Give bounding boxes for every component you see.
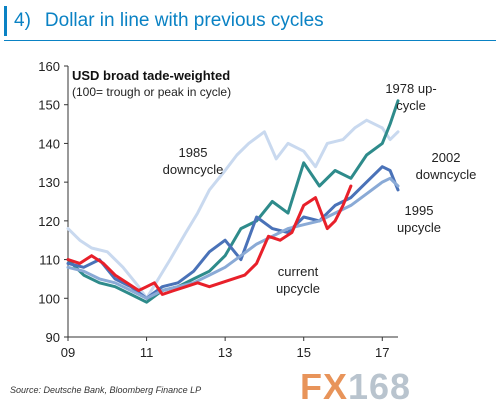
chart-subtitle: (100= trough or peak in cycle) <box>72 85 231 99</box>
series-line-1978-up-cycle <box>66 99 400 304</box>
watermark-168: 168 <box>348 366 412 407</box>
y-tick-label: 150 <box>38 98 60 113</box>
header-accent-bar <box>4 6 7 36</box>
watermark-fx: FX <box>300 366 349 407</box>
series-line-1995-upcycle <box>66 176 400 300</box>
x-tick-label: 15 <box>296 345 310 360</box>
y-tick-label: 90 <box>46 330 60 345</box>
chart-labels: USD broad tade-weighted (100= trough or p… <box>72 68 476 296</box>
x-tick-label: 17 <box>375 345 389 360</box>
label-1978-upcycle: 1978 up-cycle <box>385 81 436 113</box>
y-tick-label: 140 <box>38 136 60 151</box>
label-1985-downcycle: 1985 downcycle <box>163 145 224 177</box>
x-tick-label: 09 <box>61 345 75 360</box>
x-tick-label: 11 <box>140 345 154 360</box>
y-tick-label: 120 <box>38 214 60 229</box>
label-1995-upcycle: 1995 upcycle <box>397 203 441 235</box>
source-note: Source: Deutsche Bank, Bloomberg Finance… <box>10 385 202 395</box>
figure-title: 4) Dollar in line with previous cycles <box>14 10 324 32</box>
figure-number: 4) <box>14 10 31 31</box>
y-tick-label: 110 <box>39 253 60 268</box>
series-line-2002-downcycle <box>66 165 400 300</box>
label-2002-downcycle: 2002 downcycle <box>416 150 477 182</box>
x-tick-label: 13 <box>218 345 232 360</box>
chart-series <box>66 99 400 304</box>
y-tick-label: 130 <box>38 175 60 190</box>
label-current-upcycle: current upcycle <box>276 264 320 296</box>
y-tick-label: 100 <box>38 291 60 306</box>
header-rule <box>4 40 496 41</box>
series-line-current-upcycle <box>66 184 353 296</box>
y-tick-label: 160 <box>38 59 60 74</box>
fx168-watermark: FX168 <box>300 366 411 408</box>
chart-title: USD broad tade-weighted <box>72 68 230 83</box>
figure-header: 4) Dollar in line with previous cycles <box>0 0 500 41</box>
chart-axes: 90 100 110 120 130 140 150 160 09 11 13 15 17 <box>38 59 398 360</box>
series-line-1985-downcycle <box>66 118 400 300</box>
figure-title-text: Dollar in line with previous cycles <box>44 10 324 31</box>
